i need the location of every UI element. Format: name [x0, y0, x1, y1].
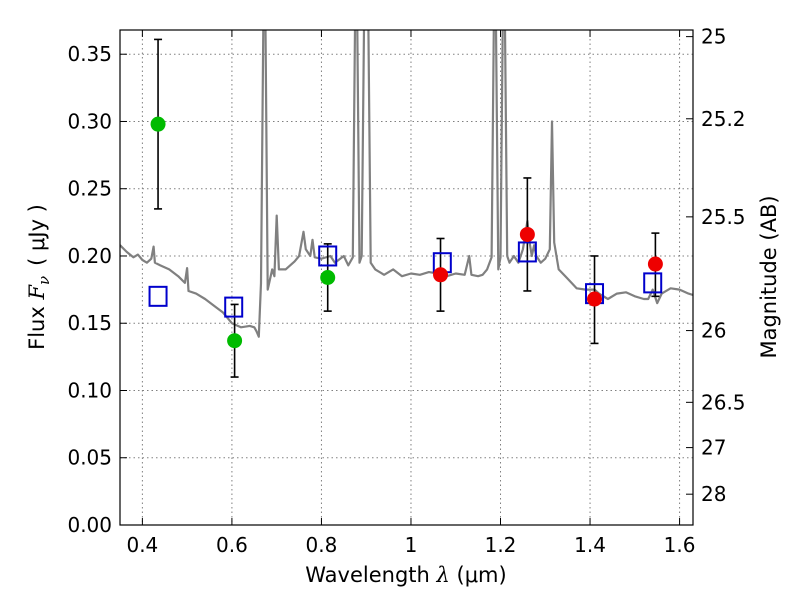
y-tick-label: 0.15 [67, 311, 112, 335]
optical-point [227, 333, 243, 349]
sed-template-line [120, 30, 693, 338]
y-tick-label: 0.10 [67, 378, 112, 402]
optical-point [320, 270, 336, 285]
model-square [224, 296, 244, 318]
nir-point [519, 226, 535, 242]
y2-tick-label: 25 [701, 25, 726, 49]
y2-axis-label: Magnitude (AB) [757, 195, 781, 358]
y-axis-label-units: ( μJy ) [25, 204, 49, 266]
optical-point [150, 116, 166, 132]
y-tick-label: 0.35 [67, 42, 112, 66]
model-square [517, 241, 537, 263]
x-tick-label: 0.8 [306, 533, 338, 557]
y2-tick-label: 26.5 [701, 390, 746, 414]
ticks: 0.4 0.6 0.8 1 1.2 1.4 1.6 0.00 0.05 0.10 0.15 0.20 0… [67, 25, 745, 557]
x-tick-label: 1 [405, 533, 418, 557]
plot-background [120, 30, 693, 525]
x-tick-label: 1.6 [664, 533, 696, 557]
model-square [643, 272, 663, 294]
y-tick-label: 0.20 [67, 244, 112, 268]
y2-tick-label: 27 [701, 436, 726, 460]
y2-tick-label: 26 [701, 319, 726, 343]
x-axis-label-symbol: λ [436, 563, 450, 587]
y2-tick-label: 28 [701, 482, 726, 506]
x-tick-label: 0.6 [216, 533, 248, 557]
y2-tick-label: 25.5 [701, 205, 746, 229]
data-layer [120, 30, 693, 338]
model-square [148, 285, 168, 307]
y-tick-label: 0.30 [67, 109, 112, 133]
x-tick-label: 1.2 [485, 533, 517, 557]
x-axis-label: Wavelength λ (μm) [305, 563, 506, 587]
y-axis-label-symbol: F [25, 284, 49, 301]
plot-frame [119, 29, 694, 526]
errorbar-layer [148, 38, 663, 378]
y-axis-label: Flux Fν ( μJy ) [25, 204, 53, 350]
y2-tick-label: 25.2 [701, 107, 746, 131]
x-axis-label-prefix: Wavelength [305, 563, 436, 587]
nir-point [647, 256, 663, 272]
x-tick-label: 1.4 [574, 533, 606, 557]
nir-point [587, 291, 603, 307]
model-square [318, 245, 338, 267]
x-axis-label-units: (μm) [450, 563, 507, 587]
x-tick-label: 0.4 [126, 533, 158, 557]
y-axis-label-prefix: Flux [25, 300, 49, 350]
y-tick-label: 0.05 [67, 446, 112, 470]
y-tick-label: 0.00 [67, 513, 112, 537]
y-axis-label-subscript: ν [35, 276, 53, 285]
y-tick-label: 0.25 [67, 177, 112, 201]
nir-point [433, 267, 449, 283]
